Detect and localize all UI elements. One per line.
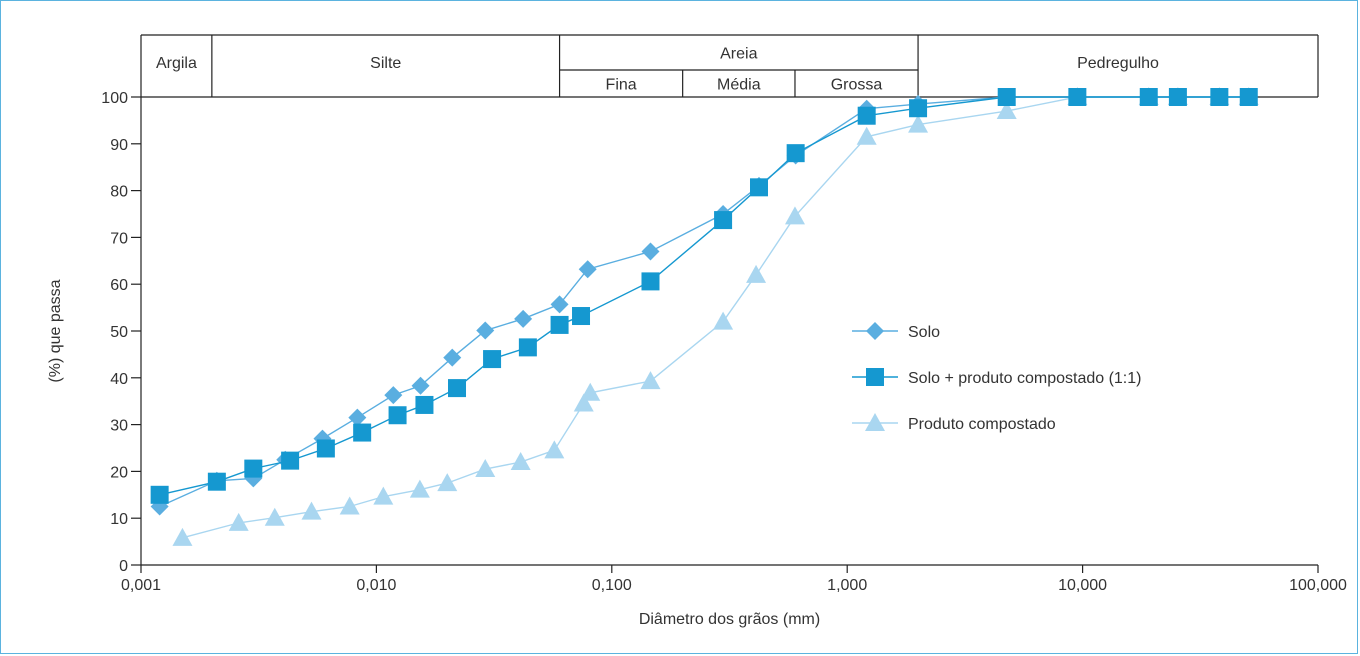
diamond-marker [578,260,597,279]
triangle-marker [475,459,496,478]
classification-bands: Argila Silte Areia Fina Média Grossa Pedregulh… [140,34,1319,97]
triangle-marker [746,264,767,283]
triangle-marker [172,527,193,546]
y-tick-label: 10 [110,511,128,528]
series-layer [150,87,1259,546]
triangle-marker [373,486,394,505]
square-marker [857,106,876,125]
triangle-marker [573,393,594,412]
legend-item: Solo + produto compostado (1:1) [852,368,1141,387]
square-marker [353,423,372,442]
square-marker [1139,88,1158,106]
diamond-marker [550,295,569,314]
legend-item: Produto compostado [852,413,1056,433]
legend-item: Solo [852,322,940,341]
subband-label: Grossa [831,77,883,94]
triangle-marker [713,311,734,330]
legend-label: Solo [908,324,940,341]
triangle-marker [908,114,929,133]
triangle-marker [856,126,877,145]
triangle-marker [409,479,430,498]
square-marker [281,451,300,470]
x-tick-label: 0,010 [356,577,396,594]
x-tick-label: 1,000 [827,577,867,594]
series-triangle [172,87,1259,546]
x-tick-label: 10,000 [1058,577,1107,594]
y-tick-label: 90 [110,137,128,154]
triangle-marker [264,507,285,526]
square-marker [415,395,434,414]
square-marker [572,307,591,326]
square-marker [786,144,805,163]
x-tick-label: 0,100 [592,577,632,594]
y-tick-label: 70 [110,230,128,247]
diamond-marker [476,321,495,340]
triangle-marker [301,501,322,520]
square-marker [714,211,733,230]
triangle-marker [784,206,805,225]
square-marker [388,406,407,425]
diamond-marker [641,242,660,261]
subband-label: Fina [606,77,637,94]
square-marker [150,485,169,504]
square-marker [749,178,768,197]
series-line [182,96,1249,539]
y-tick-label: 30 [110,418,128,435]
square-marker [448,379,467,398]
square-marker [997,88,1016,106]
square-marker [518,338,537,357]
triangle-marker [544,440,565,459]
y-axis-title: (%) que passa [47,279,64,382]
triangle-marker [510,452,531,471]
triangle-marker [228,512,249,531]
band-label: Silte [370,55,401,72]
y-tick-label: 100 [101,90,128,107]
y-tick-label: 60 [110,277,128,294]
square-marker [641,272,660,291]
diamond-marker [866,322,884,340]
diamond-marker [384,386,403,405]
square-marker [866,368,884,386]
square-marker [550,315,569,334]
triangle-marker [865,413,885,431]
series-square [150,88,1258,504]
triangle-marker [996,101,1017,120]
diamond-marker [411,376,430,395]
y-tick-label: 20 [110,464,128,481]
legend-label: Solo + produto compostado (1:1) [908,370,1141,387]
x-tick-label: 0,001 [121,577,161,594]
x-axis-title: Diâmetro dos grãos (mm) [639,611,820,628]
square-marker [1068,88,1087,106]
square-marker [1239,88,1258,106]
axes: 0 10 20 30 40 50 60 70 80 90 100 0,001 0,010 0,100 1,0… [101,90,1347,594]
square-marker [316,439,335,458]
subband-label: Média [717,77,761,94]
y-tick-label: 40 [110,371,128,388]
square-marker [244,459,263,478]
legend-label: Produto compostado [908,416,1056,433]
band-label: Argila [156,55,197,72]
triangle-marker [580,382,601,401]
square-marker [1210,88,1229,106]
triangle-marker [640,371,661,390]
x-tick-label: 100,000 [1289,577,1347,594]
triangle-marker [437,473,458,492]
legend: Solo Solo + produto compostado (1:1) Produ… [852,322,1141,433]
square-marker [1168,88,1187,106]
square-marker [207,472,226,491]
band-label: Pedregulho [1077,55,1159,72]
diamond-marker [348,408,367,427]
diamond-marker [443,348,462,367]
y-tick-label: 50 [110,324,128,341]
square-marker [909,99,928,118]
y-tick-label: 0 [119,558,128,575]
triangle-marker [339,496,360,515]
square-marker [483,350,502,369]
band-label: Areia [720,46,757,63]
y-tick-label: 80 [110,184,128,201]
diamond-marker [514,309,533,328]
